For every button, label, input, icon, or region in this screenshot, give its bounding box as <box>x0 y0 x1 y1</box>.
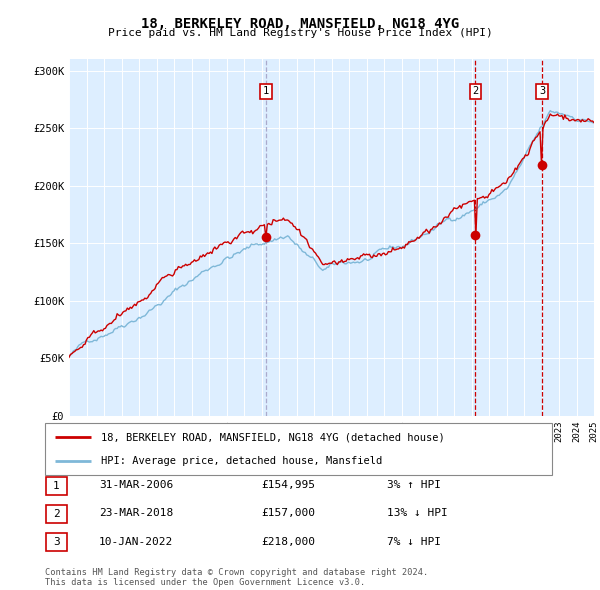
Text: 18, BERKELEY ROAD, MANSFIELD, NG18 4YG (detached house): 18, BERKELEY ROAD, MANSFIELD, NG18 4YG (… <box>101 432 445 442</box>
Text: HPI: Average price, detached house, Mansfield: HPI: Average price, detached house, Mans… <box>101 456 382 466</box>
Text: £218,000: £218,000 <box>261 537 315 546</box>
Text: 1: 1 <box>53 481 60 490</box>
FancyBboxPatch shape <box>46 533 67 551</box>
Text: 7% ↓ HPI: 7% ↓ HPI <box>387 537 441 546</box>
Text: 3% ↑ HPI: 3% ↑ HPI <box>387 480 441 490</box>
FancyBboxPatch shape <box>46 477 67 494</box>
Text: 31-MAR-2006: 31-MAR-2006 <box>99 480 173 490</box>
Text: 18, BERKELEY ROAD, MANSFIELD, NG18 4YG: 18, BERKELEY ROAD, MANSFIELD, NG18 4YG <box>141 17 459 31</box>
Text: 1: 1 <box>263 86 269 96</box>
Text: 3: 3 <box>53 537 60 547</box>
FancyBboxPatch shape <box>46 505 67 523</box>
FancyBboxPatch shape <box>45 423 552 475</box>
Text: Price paid vs. HM Land Registry's House Price Index (HPI): Price paid vs. HM Land Registry's House … <box>107 28 493 38</box>
Text: 23-MAR-2018: 23-MAR-2018 <box>99 509 173 518</box>
Text: £157,000: £157,000 <box>261 509 315 518</box>
Text: 3: 3 <box>539 86 545 96</box>
Text: Contains HM Land Registry data © Crown copyright and database right 2024.
This d: Contains HM Land Registry data © Crown c… <box>45 568 428 587</box>
Text: 2: 2 <box>472 86 478 96</box>
Text: £154,995: £154,995 <box>261 480 315 490</box>
Text: 10-JAN-2022: 10-JAN-2022 <box>99 537 173 546</box>
Text: 13% ↓ HPI: 13% ↓ HPI <box>387 509 448 518</box>
Text: 2: 2 <box>53 509 60 519</box>
